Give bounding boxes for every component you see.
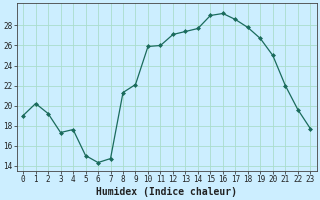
- X-axis label: Humidex (Indice chaleur): Humidex (Indice chaleur): [96, 186, 237, 197]
